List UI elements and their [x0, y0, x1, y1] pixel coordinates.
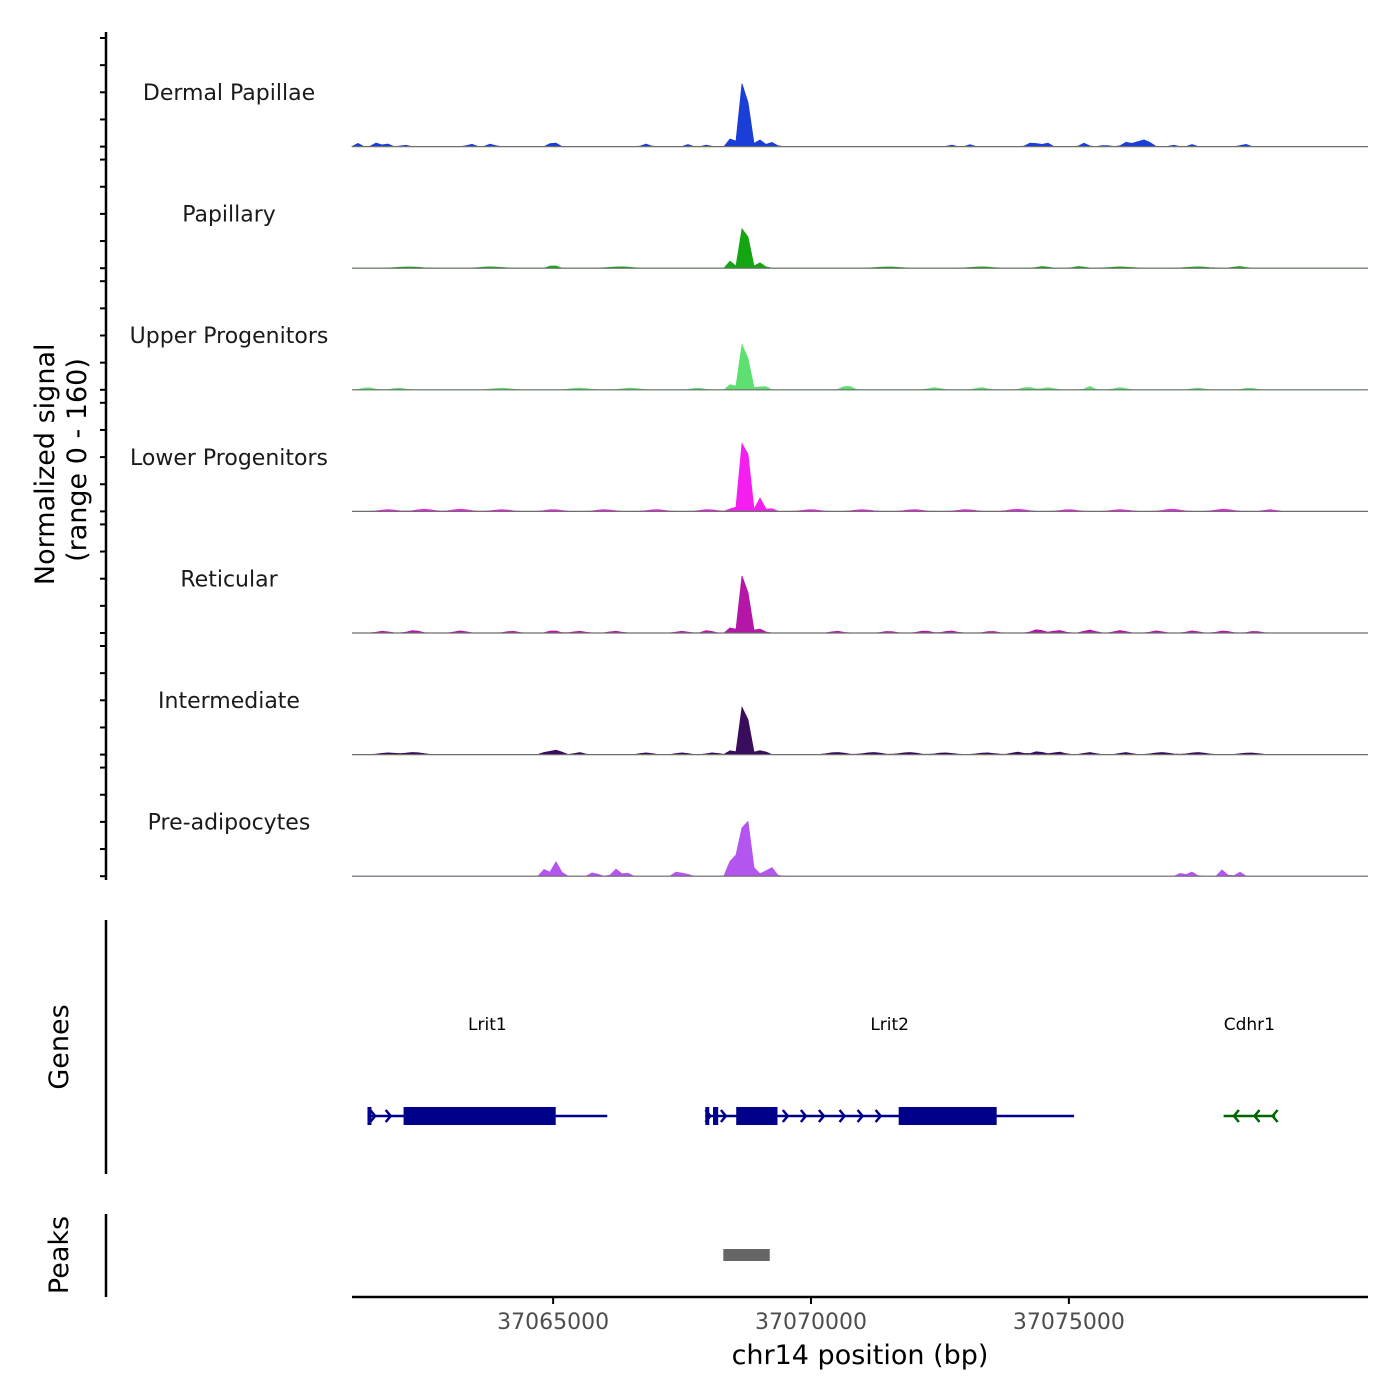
genes-panel: Genes Lrit1 Lrit2 Cdhr1: [44, 920, 1279, 1174]
x-axis: 37065000 37070000 37075000 chr14 position …: [352, 1295, 1368, 1371]
track-label-lower-progenitors: Lower Progenitors: [130, 446, 328, 471]
peaks-panel: Peaks: [44, 1214, 770, 1297]
strand-arrow-icon: [781, 1109, 790, 1123]
peak-regions: [723, 1249, 770, 1261]
gene-exon: [367, 1107, 372, 1125]
strand-arrow-icon: [1252, 1109, 1261, 1123]
track-dermal-papillae: Dermal Papillae: [143, 81, 1368, 148]
coverage-area-papillary: [352, 227, 1368, 269]
x-axis-tick-label: 37070000: [755, 1310, 867, 1335]
track-intermediate: Intermediate: [158, 689, 1368, 756]
gene-lrit2: Lrit2: [704, 1015, 1075, 1125]
track-label-papillary: Papillary: [182, 203, 276, 228]
track-label-intermediate: Intermediate: [158, 689, 300, 714]
track-pre-adipocytes: Pre-adipocytes: [148, 811, 1368, 877]
track-lower-progenitors: Lower Progenitors: [130, 442, 1368, 512]
track-upper-progenitors: Upper Progenitors: [130, 324, 1368, 391]
gene-exon: [736, 1107, 778, 1125]
track-reticular: Reticular: [180, 567, 1368, 634]
gene-models: Lrit1 Lrit2 Cdhr1: [367, 1015, 1279, 1125]
gene-label-cdhr1: Cdhr1: [1224, 1015, 1275, 1035]
track-label-reticular: Reticular: [180, 567, 278, 592]
strand-arrow-icon: [799, 1109, 808, 1123]
coverage-area-reticular: [352, 575, 1368, 634]
track-label-pre-adipocytes: Pre-adipocytes: [148, 811, 311, 836]
coverage-area-dermal-papillae: [351, 83, 1368, 148]
x-axis-tick-label: 37075000: [1013, 1310, 1125, 1335]
x-axis-tick-label: 37065000: [497, 1310, 609, 1335]
strand-arrow-icon: [856, 1109, 865, 1123]
genes-panel-label: Genes: [44, 1004, 75, 1089]
track-label-dermal-papillae: Dermal Papillae: [143, 81, 315, 106]
gene-exon: [403, 1107, 556, 1125]
coverage-ylabel: Normalized signal (range 0 - 160): [30, 335, 93, 585]
peaks-panel-label: Peaks: [44, 1216, 75, 1294]
x-axis-label: chr14 position (bp): [732, 1340, 989, 1371]
peak-region: [723, 1249, 770, 1261]
gene-exon: [713, 1107, 719, 1125]
gene-label-lrit1: Lrit1: [468, 1015, 507, 1035]
strand-arrow-icon: [874, 1109, 883, 1123]
coverage-area-intermediate: [352, 706, 1368, 756]
track-papillary: Papillary: [182, 203, 1368, 269]
coverage-y-axis-ticks: [100, 37, 106, 878]
coverage-area-pre-adipocytes: [352, 820, 1368, 877]
gene-exon: [705, 1107, 710, 1125]
strand-arrow-icon: [1232, 1109, 1240, 1123]
strand-arrow-icon: [704, 1109, 713, 1123]
strand-arrow-icon: [384, 1109, 393, 1123]
gene-label-lrit2: Lrit2: [870, 1015, 909, 1035]
strand-arrow-icon: [369, 1109, 377, 1123]
coverage-panel: Normalized signal (range 0 - 160) Dermal…: [30, 32, 1368, 880]
strand-arrow-icon: [817, 1109, 826, 1123]
track-label-upper-progenitors: Upper Progenitors: [130, 324, 329, 349]
coverage-area-upper-progenitors: [351, 343, 1368, 391]
gene-lrit1: Lrit1: [367, 1015, 608, 1125]
strand-arrow-icon: [1270, 1109, 1279, 1123]
strand-arrow-icon: [838, 1109, 847, 1123]
gene-exon: [898, 1107, 997, 1125]
coverage-ylabel-line-2: (range 0 - 160): [62, 358, 93, 562]
coverage-area-lower-progenitors: [352, 442, 1368, 512]
x-axis-ticks: 37065000 37070000 37075000: [497, 1297, 1125, 1335]
coverage-ylabel-line-1: Normalized signal: [30, 344, 61, 586]
coverage-tracks: Dermal Papillae Papillary Upper Progenitor…: [130, 81, 1368, 877]
strand-arrow-icon: [719, 1109, 728, 1123]
gene-cdhr1: Cdhr1: [1223, 1015, 1279, 1123]
